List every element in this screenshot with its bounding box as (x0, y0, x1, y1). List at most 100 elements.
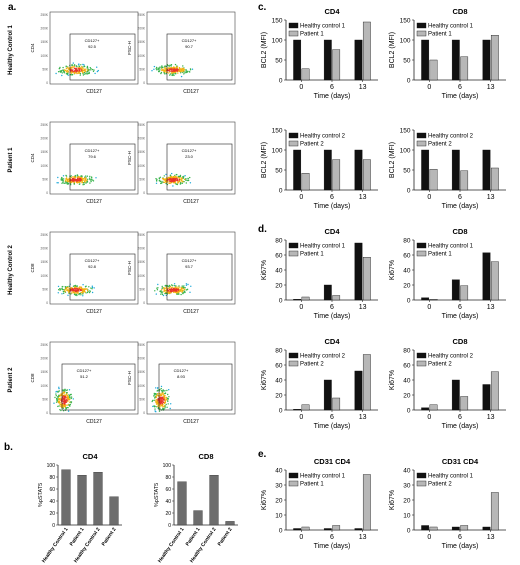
flow-event-dot (153, 68, 155, 71)
flow-event-dot (89, 182, 91, 184)
bar-patient (490, 35, 499, 81)
chart-c-cd4-p2: 0 50 100 150 BCL2 (MFI) 0 6 13 Time (days) Health… (261, 127, 378, 210)
flow-gate-value: 51.2 (80, 374, 89, 379)
flow-y-tick: 0 (143, 411, 145, 415)
bar-patient (362, 354, 371, 411)
y-tick-label: 20 (403, 282, 411, 289)
flow-event-dot (171, 72, 173, 75)
flow-event-dot (90, 176, 93, 178)
flow-event-dot (90, 68, 92, 70)
x-axis-label: Time (days) (314, 203, 351, 210)
flow-y-tick: 0 (143, 81, 145, 85)
flow-event-dot (63, 391, 66, 393)
flow-event-dot (55, 393, 57, 395)
flow-x-axis-label: CD127 (86, 199, 102, 205)
flow-event-dot (163, 287, 165, 289)
bar (77, 475, 87, 526)
flow-event-dot (65, 73, 68, 75)
flow-event-dot (169, 68, 171, 70)
flow-event-dot (160, 390, 163, 392)
y-tick-label: 40 (165, 499, 171, 505)
flow-y-tick: 250K (138, 233, 146, 237)
y-tick-label: 20 (275, 497, 283, 504)
flow-event-dot (159, 401, 161, 403)
flow-event-dot (75, 65, 77, 67)
flow-gate (166, 253, 233, 301)
bar-control (451, 149, 460, 191)
flow-event-dot (158, 410, 161, 412)
flow-event-dot (93, 287, 95, 289)
flow-gate (69, 143, 136, 191)
flow-event-dot (58, 405, 60, 407)
legend-label: Healthy control 2 (300, 134, 346, 140)
flow-event-dot (154, 393, 156, 395)
chart-title: CD8 (452, 7, 467, 16)
y-tick-label: 0 (279, 77, 283, 84)
x-tick-label: 0 (299, 304, 303, 311)
flow-event-dot (168, 179, 171, 181)
bar-control (421, 297, 430, 301)
flow-event-dot (176, 183, 179, 186)
y-tick-label: 40 (275, 267, 283, 274)
chart-c-cd4-p1: CD4 0 50 100 150 BCL2 (MFI) 0 6 13 Time (days) Hea… (261, 7, 378, 100)
bar-patient (332, 49, 341, 81)
bar-control (451, 279, 460, 301)
flow-event-dot (154, 408, 156, 410)
flow-event-dot (74, 294, 77, 296)
x-tick-label: 13 (359, 304, 367, 311)
flow-event-dot (162, 70, 165, 72)
flow-event-dot (83, 71, 86, 74)
flow-event-dot (82, 289, 84, 291)
flow-event-dot (164, 292, 166, 295)
flow-event-dot (174, 175, 176, 178)
flow-y-tick: 250K (41, 13, 49, 17)
flow-event-dot (67, 407, 69, 409)
legend-swatch (288, 22, 299, 29)
flow-event-dot (171, 286, 173, 289)
legend-label: Healthy control 2 (428, 354, 474, 360)
flow-event-dot (60, 71, 62, 73)
flow-event-dot (64, 388, 66, 390)
flow-event-dot (167, 67, 169, 69)
chart-title: CD4 (324, 337, 340, 346)
legend-swatch (416, 250, 427, 257)
chart-title: CD31 CD4 (314, 457, 351, 466)
flow-event-dot (72, 288, 75, 290)
chart-c-cd8-p1: CD8 0 50 100 150 BCL2 (MFI) 0 6 13 Time (days) Hea… (389, 7, 506, 100)
flow-event-dot (64, 286, 67, 288)
flow-event-dot (174, 63, 177, 66)
flow-event-dot (78, 179, 80, 182)
y-tick-label: 80 (49, 475, 55, 481)
flow-event-dot (86, 290, 89, 292)
flow-event-dot (76, 294, 78, 297)
flow-event-dot (156, 390, 158, 392)
flow-event-dot (182, 180, 184, 182)
chart-title: CD8 (198, 452, 213, 461)
y-tick-label: 0 (407, 77, 411, 84)
bar-control (323, 39, 332, 81)
flow-event-dot (82, 63, 84, 66)
flow-event-dot (74, 288, 77, 290)
flow-event-dot (76, 176, 79, 178)
flow-event-dot (90, 179, 93, 181)
chart-title: CD8 (452, 227, 467, 236)
flow-event-dot (163, 390, 165, 392)
legend-label: Patient 2 (300, 362, 324, 368)
y-tick-label: 80 (165, 475, 171, 481)
flow-event-dot (67, 178, 69, 181)
flow-event-dot (170, 290, 172, 292)
legend-label: Patient 2 (300, 142, 324, 148)
flow-gate (166, 33, 233, 81)
legend-swatch (416, 472, 427, 479)
flow-event-dot (72, 62, 75, 64)
flow-event-dot (82, 284, 84, 286)
x-tick-label: 0 (299, 84, 303, 91)
flow-event-dot (170, 178, 172, 180)
flow-event-dot (62, 398, 65, 400)
flow-event-dot (155, 402, 157, 404)
legend-label: Healthy control 1 (428, 474, 474, 480)
flow-event-dot (85, 175, 87, 177)
flow-event-dot (168, 291, 170, 293)
flow-event-dot (63, 403, 66, 405)
